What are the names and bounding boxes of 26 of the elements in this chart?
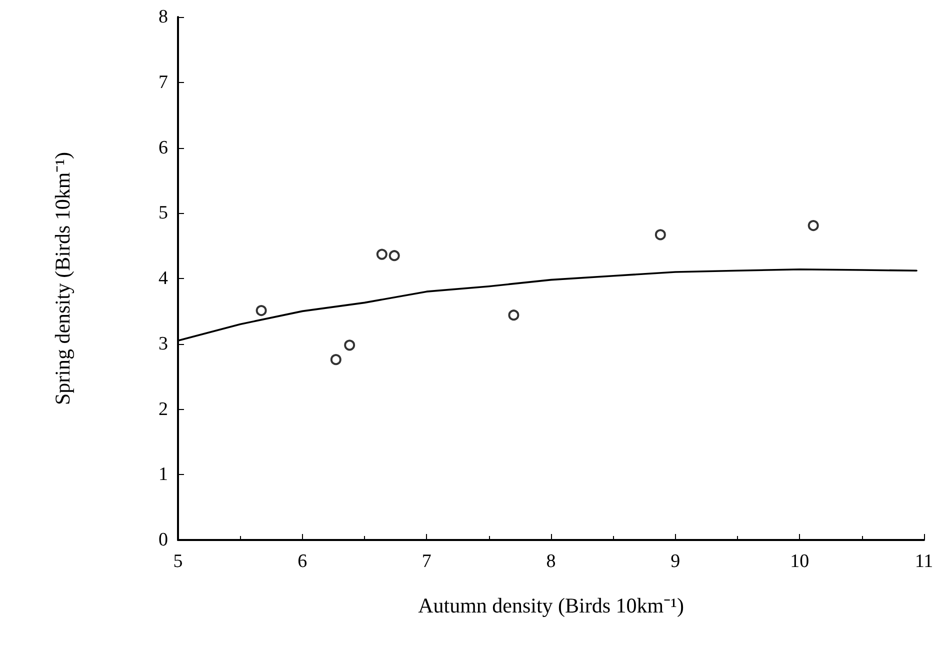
x-tick-label: 8 [546, 551, 556, 572]
point [654, 229, 666, 240]
x-tick-label: 5 [173, 551, 183, 572]
y-tick-label: 5 [158, 202, 168, 224]
x-tick-label: 11 [914, 551, 934, 572]
y-tick-label: 1 [158, 464, 168, 486]
point [508, 310, 520, 321]
x-tick-label: 6 [298, 551, 308, 572]
y-tick-label: 4 [158, 268, 168, 289]
point [344, 340, 356, 351]
y-tick-label: 0 [158, 530, 168, 550]
x-axis-title: Autumn density (Birds 10km⁻¹) [418, 594, 684, 618]
x-tick-label: 7 [422, 551, 432, 572]
point [376, 248, 388, 260]
x-tick-label: 9 [670, 551, 680, 572]
y-tick-label: 7 [158, 72, 168, 93]
y-tick-label: 6 [158, 137, 168, 158]
y-axis-title: Spring density (Birds 10km⁻¹) [50, 152, 74, 406]
y-tick-label: 2 [158, 398, 168, 420]
y-tick-label: 3 [158, 333, 168, 354]
point [256, 305, 267, 316]
x-tick-label: 10 [790, 551, 810, 572]
point [808, 220, 819, 232]
y-tick-label: 8 [158, 6, 168, 28]
point [388, 250, 400, 262]
point [330, 354, 342, 366]
